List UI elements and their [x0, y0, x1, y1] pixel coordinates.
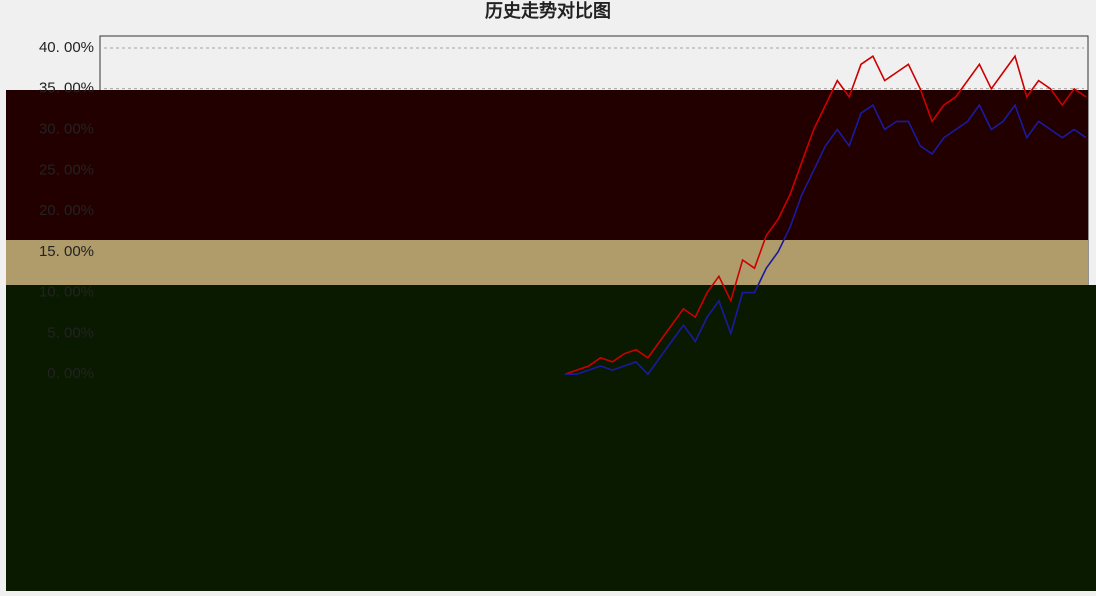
lines: [564, 54, 1087, 376]
y-tick-label: 25. 00%: [39, 161, 94, 178]
y-tick-label: 20. 00%: [39, 202, 94, 219]
series-line: [564, 54, 1087, 375]
series-line: [565, 103, 1087, 376]
y-tick-label: 5. 00%: [47, 324, 94, 341]
y-tick-label: 10. 00%: [39, 284, 94, 301]
y-tick-label: 30. 00%: [39, 121, 94, 138]
y-tick-label: 15. 00%: [39, 243, 94, 260]
glitch-band: [6, 285, 1096, 591]
glitch-band: [6, 240, 1088, 285]
chart-title: 历史走势对比图: [485, 0, 611, 22]
glitch-band: [6, 90, 1088, 240]
y-tick-label: 0. 00%: [47, 365, 94, 382]
y-tick-label: 35. 00%: [39, 80, 94, 97]
y-tick-label: 40. 00%: [39, 39, 94, 56]
